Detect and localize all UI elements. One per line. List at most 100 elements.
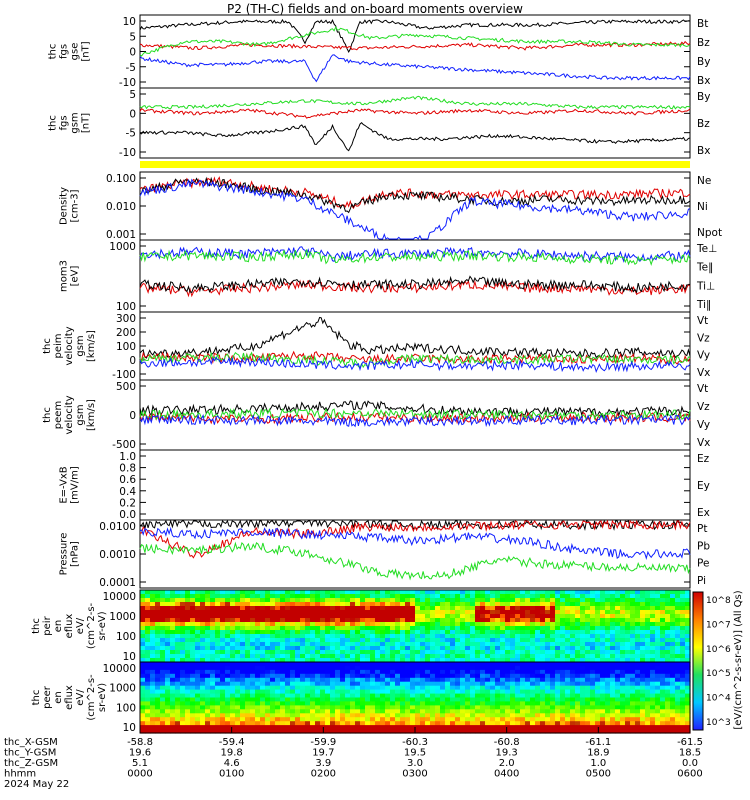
heat-cell [610,630,616,635]
heat-cell [490,697,496,702]
heat-cell [460,725,466,730]
heat-cell [660,630,666,635]
heat-cell [225,590,231,595]
heat-cell [155,669,161,675]
heat-cell [605,665,611,671]
heat-cell [420,654,426,659]
heat-cell [570,642,576,647]
heat-cell [330,669,336,675]
heat-cell [640,729,646,734]
heat-cell [435,610,441,615]
heat-cell [230,638,236,643]
heat-cell [440,610,446,615]
heat-cell [520,602,526,607]
heat-cell [185,701,191,706]
heat-cell [370,673,376,679]
heat-cell [375,721,381,726]
heat-cell [555,626,561,631]
heat-cell [440,673,446,679]
heat-cell [590,610,596,615]
heat-cell [295,630,301,635]
heat-cell [565,713,571,718]
heat-cell [205,626,211,631]
heat-cell [405,709,411,714]
heat-cell [405,713,411,718]
heat-cell [530,681,536,687]
heat-cell [645,721,651,726]
heat-cell [535,713,541,718]
heat-cell [425,709,431,714]
legend-p7-0: Ez [697,453,710,465]
heat-cell [170,634,176,639]
heat-cell [200,614,206,619]
heat-cell [425,721,431,726]
heat-cell [500,602,506,607]
heat-cell [405,630,411,635]
heat-cell [230,610,236,615]
heat-cell [525,705,531,710]
heat-cell [365,662,371,667]
heat-cell [480,665,486,671]
heat-cell [395,638,401,643]
heat-cell [295,701,301,706]
heat-cell [315,590,321,595]
ytick-label-p9-0: 10000 [103,591,136,603]
heat-cell [325,590,331,595]
heat-cell [570,693,576,699]
heat-cell [440,602,446,607]
heat-cell [525,598,531,603]
heat-cell [650,626,656,631]
heat-cell [165,606,171,611]
heat-cell [515,669,521,675]
heat-cell [610,717,616,722]
heat-cell [165,634,171,639]
heat-cell [650,618,656,623]
heat-cell [240,681,246,687]
heat-cell [440,669,446,675]
heat-cell [660,677,666,683]
heat-cell [635,665,641,671]
heat-cell [520,626,526,631]
heat-cell [210,614,216,619]
heat-cell [495,622,501,627]
heat-cell [570,669,576,675]
heat-cell [630,634,636,639]
heat-cell [525,646,531,651]
heat-cell [585,638,591,643]
heat-cell [605,606,611,611]
heat-cell [155,614,161,619]
heat-cell [195,697,201,702]
heat-cell [580,610,586,615]
heat-cell [425,693,431,699]
heat-cell [170,610,176,615]
heat-cell [210,713,216,718]
heat-cell [245,729,251,734]
heat-cell [555,594,561,599]
heat-cell [505,729,511,734]
heat-cell [255,598,261,603]
heat-cell [680,650,686,655]
heat-cell [615,602,621,607]
heat-cell [170,590,176,595]
heat-cell [305,610,311,615]
heat-cell [595,610,601,615]
heat-cell [155,602,161,607]
heat-cell [455,693,461,699]
heat-cell [155,662,161,667]
heat-cell [245,634,251,639]
heat-cell [340,685,346,691]
heat-cell [550,614,556,619]
heat-cell [220,677,226,683]
heat-cell [365,673,371,679]
heat-cell [455,646,461,651]
heat-cell [335,626,341,631]
heat-cell [410,610,416,615]
panel-frame-p3 [139,171,691,241]
heat-cell [235,654,241,659]
heat-cell [630,681,636,687]
heat-cell [525,681,531,687]
heat-cell [280,697,286,702]
heat-cell [435,673,441,679]
heat-cell [480,681,486,687]
heat-cell [680,602,686,607]
